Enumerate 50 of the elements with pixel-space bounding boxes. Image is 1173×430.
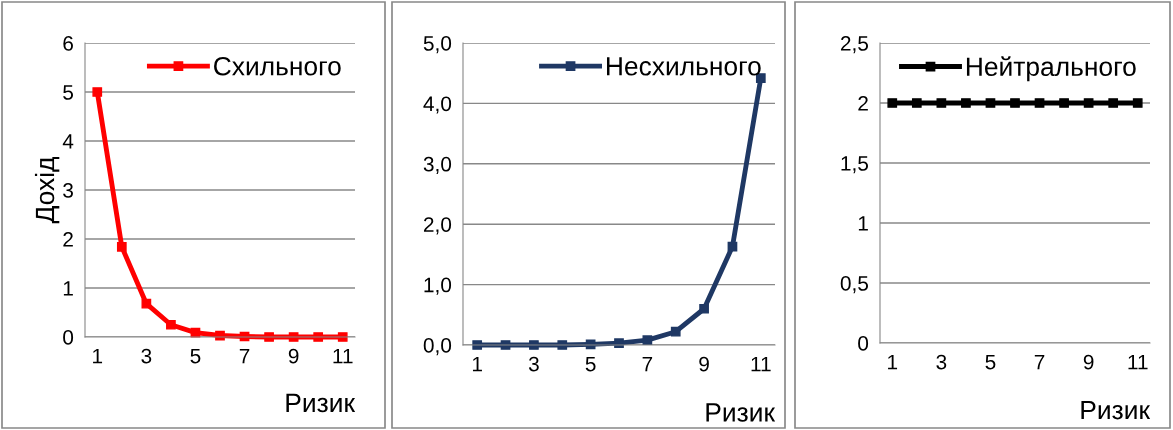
x-axis-title: Ризик xyxy=(1081,400,1151,420)
y-axis-title: Дохід xyxy=(34,156,60,224)
x-tick-label: 11 xyxy=(1128,354,1148,370)
x-tick-label: 11 xyxy=(751,356,771,372)
point xyxy=(92,87,103,97)
x-tick-label: 7 xyxy=(1034,354,1045,370)
x-tick-label: 1 xyxy=(888,354,898,370)
point xyxy=(670,326,681,337)
x-tick-label: 3 xyxy=(141,348,152,364)
x-tick-label: 1 xyxy=(472,356,482,372)
x-tick-label: 7 xyxy=(239,348,250,364)
y-tick-label: 4,0 xyxy=(423,96,452,114)
y-tick-label: 1 xyxy=(858,216,868,231)
x-tick-label: 5 xyxy=(985,354,996,370)
point xyxy=(166,319,176,330)
y-tick-label: 2,5 xyxy=(840,36,869,54)
point xyxy=(699,303,709,314)
x-tick-label: 3 xyxy=(528,356,539,372)
x-tick-label: 9 xyxy=(1083,354,1094,370)
x-tick-label: 5 xyxy=(585,356,596,372)
point xyxy=(141,298,152,309)
y-tick-label: 0 xyxy=(63,330,74,345)
point xyxy=(116,241,127,252)
y-tick-label: 5 xyxy=(63,85,74,100)
y-tick-label: 3,0 xyxy=(423,156,452,175)
y-tick-label: 1,5 xyxy=(841,156,869,174)
x-axis-title: Ризик xyxy=(706,403,776,422)
x-tick-label: 11 xyxy=(333,348,353,364)
y-tick-label: 0 xyxy=(858,336,869,351)
x-tick-label: 9 xyxy=(288,348,299,364)
legend-label: Несхильного xyxy=(607,57,761,76)
y-tick-label: 3 xyxy=(63,183,73,198)
y-tick-label: 0,5 xyxy=(840,276,869,294)
y-tick-label: 4 xyxy=(62,134,74,149)
y-tick-label: 5,0 xyxy=(423,36,452,54)
x-tick-label: 9 xyxy=(699,356,709,372)
x-tick-label: 1 xyxy=(93,348,103,364)
legend-label: Схильного xyxy=(214,56,341,76)
y-tick-label: 1,0 xyxy=(424,277,452,295)
y-tick-label: 2 xyxy=(858,96,868,111)
x-axis-title: Ризик xyxy=(286,393,356,413)
x-tick-label: 3 xyxy=(936,354,947,370)
legend-label: Нейтрального xyxy=(966,56,1136,82)
x-tick-label: 5 xyxy=(190,348,201,364)
x-tick-label: 7 xyxy=(642,356,653,372)
y-tick-label: 0,0 xyxy=(423,338,452,356)
y-tick-label: 6 xyxy=(63,36,73,51)
y-tick-label: 2 xyxy=(63,232,73,247)
y-tick-label: 1 xyxy=(63,281,73,296)
y-tick-label: 2,0 xyxy=(423,217,452,235)
